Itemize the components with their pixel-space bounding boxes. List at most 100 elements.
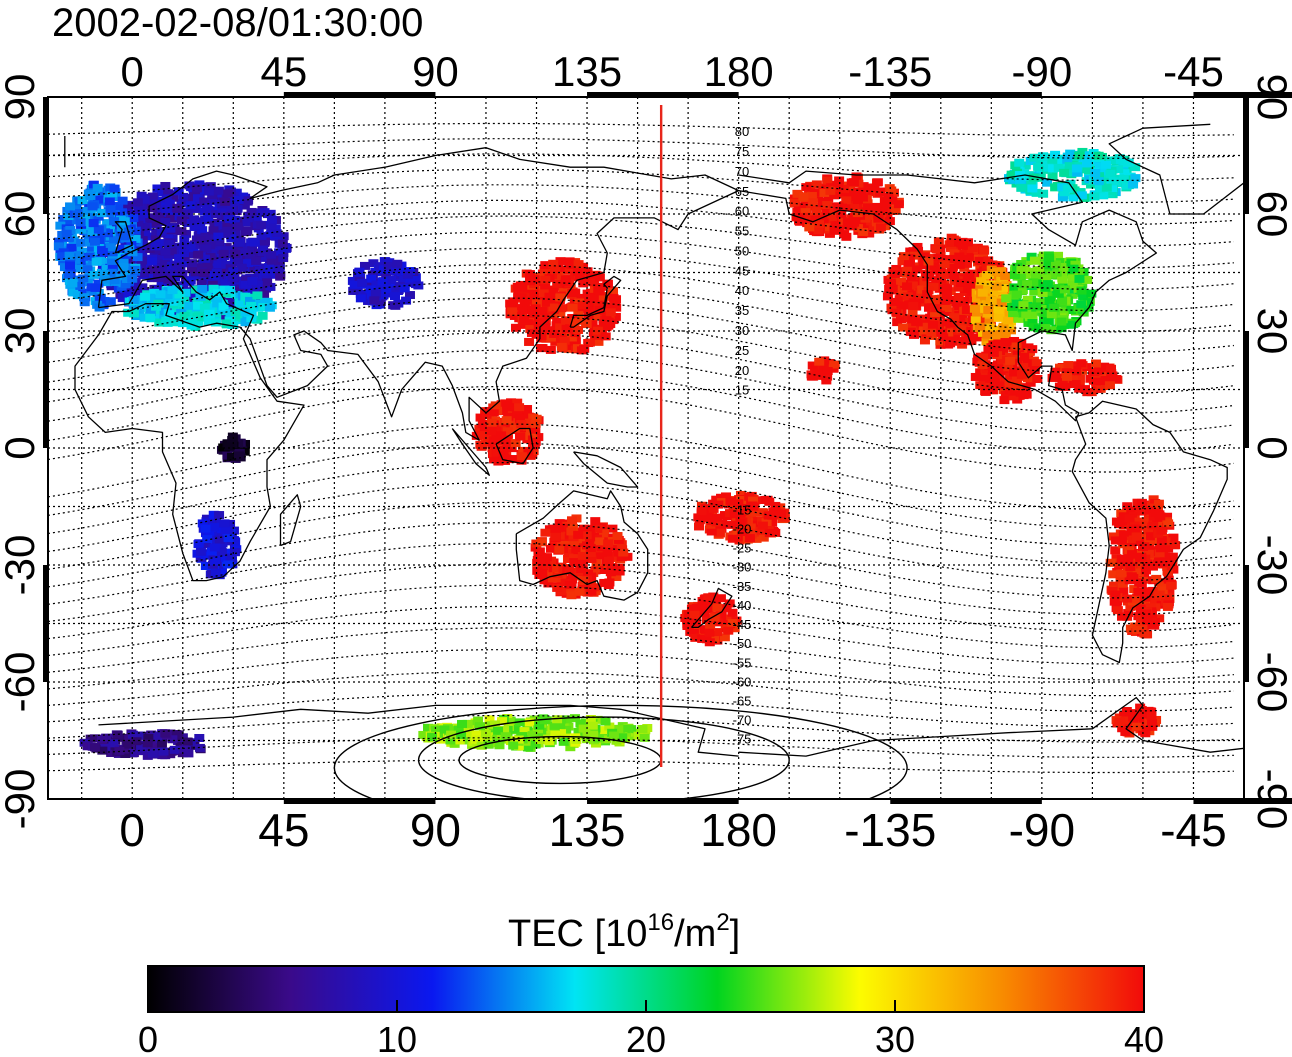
tec-cell [1050, 150, 1061, 159]
tec-cell [1057, 183, 1068, 192]
tec-cell [886, 303, 897, 312]
tec-cell [179, 312, 190, 321]
tec-cell [215, 243, 226, 252]
magnetic-contour [48, 605, 1234, 665]
tec-cell [589, 292, 600, 301]
tec-cell [1100, 160, 1111, 169]
tec-cell [1000, 331, 1011, 340]
tec-cell [1120, 716, 1131, 725]
tec-cell [561, 715, 572, 724]
tec-cell [150, 302, 161, 311]
tec-cell [1137, 520, 1148, 529]
tec-cell [213, 232, 224, 241]
tec-cell [1076, 366, 1087, 375]
tec-cell [257, 242, 268, 251]
tec-cell [688, 628, 699, 637]
tec-cell [106, 749, 117, 758]
tec-cell [550, 337, 561, 346]
tec-cell [61, 229, 72, 238]
tec-cell [1130, 174, 1141, 183]
tec-cell [1142, 559, 1153, 568]
tec-cell [246, 314, 257, 323]
tec-cell [574, 271, 585, 280]
tec-cell [1155, 544, 1166, 553]
tec-cell [87, 202, 98, 211]
tec-cell [72, 264, 83, 273]
tec-cell [864, 183, 875, 192]
tec-cell [1009, 368, 1020, 377]
tec-cell [1015, 388, 1026, 397]
tec-cell [714, 528, 725, 537]
coastline [569, 275, 622, 328]
tec-cell [1118, 530, 1129, 539]
tec-cell [617, 733, 628, 742]
tec-cell [497, 407, 508, 416]
tec-cell [1094, 185, 1105, 194]
tec-cell [166, 247, 177, 256]
tec-cell [192, 194, 203, 203]
tec-cell [982, 330, 993, 339]
tec-cell [1021, 309, 1032, 318]
tec-cell [801, 183, 812, 192]
tec-cell [537, 297, 548, 306]
axis-tick-label: 0 [119, 804, 145, 856]
tec-cell [107, 189, 118, 198]
tec-cell [183, 749, 194, 758]
tec-cell [89, 734, 100, 743]
tec-cell [194, 180, 205, 189]
tec-cell [933, 237, 944, 246]
tec-cell [533, 433, 544, 442]
tec-cell [207, 280, 218, 289]
tec-cell [552, 279, 563, 288]
tec-cell [504, 717, 515, 726]
tec-cell [240, 280, 251, 289]
axis-tick-label: -90 [1012, 48, 1073, 95]
tec-cell [162, 291, 173, 300]
tec-cell [985, 280, 996, 289]
tec-cell [532, 555, 543, 564]
tec-cell [811, 180, 822, 189]
tec-cell [590, 517, 601, 526]
tec-cell [1063, 361, 1074, 370]
tec-cell [981, 369, 992, 378]
tec-cell [516, 452, 527, 461]
tec-cell [874, 188, 885, 197]
tec-cell [1115, 156, 1126, 165]
tec-cell [905, 247, 916, 256]
magnetic-contour [48, 331, 1234, 415]
tec-cell [592, 715, 603, 724]
tec-cell [126, 220, 137, 229]
axis-tick-label: -90 [0, 769, 43, 830]
tec-cell [926, 328, 937, 337]
tec-cell [484, 715, 495, 724]
contour-label: -15 [733, 502, 752, 517]
tec-cell [232, 222, 243, 231]
tec-cell [127, 730, 138, 739]
tec-cell [1005, 372, 1016, 381]
tec-cell [1154, 549, 1165, 558]
tec-cell [219, 285, 230, 294]
tec-cell [1046, 270, 1057, 279]
tec-cell [410, 273, 421, 282]
tec-cell [834, 176, 845, 185]
tec-cell [530, 740, 541, 749]
tec-cell [171, 260, 182, 269]
tec-cell [548, 303, 559, 312]
tec-cell [1040, 324, 1051, 333]
tec-cell [748, 508, 759, 517]
tec-cell [1086, 289, 1097, 298]
colorbar-tick-label: 20 [626, 1019, 666, 1057]
tec-cell [905, 327, 916, 336]
tec-cell [534, 721, 545, 730]
tec-cell [483, 740, 494, 749]
tec-cell [727, 534, 738, 543]
tec-cell [524, 270, 535, 279]
tec-cell [212, 299, 223, 308]
tec-cell [161, 194, 172, 203]
tec-cell [176, 216, 187, 225]
tec-cell [1030, 271, 1041, 280]
tec-cell [822, 176, 833, 185]
tec-cell [260, 253, 271, 262]
magnetic-contour [48, 297, 1234, 374]
tec-cell [202, 262, 213, 271]
